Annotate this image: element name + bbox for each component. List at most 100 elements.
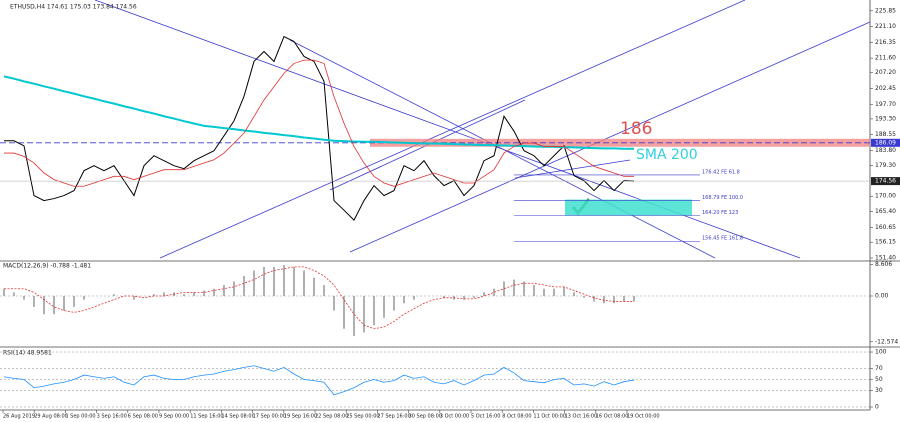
annotation: 186 — [620, 119, 652, 139]
macd-bar — [83, 295, 85, 300]
series-line — [4, 35, 635, 221]
panel-title: RSI(14) 48.9581 — [3, 350, 52, 357]
y-tick-label: 0 — [875, 403, 879, 410]
y-tick-label: 8.606 — [875, 261, 892, 268]
macd-bar — [263, 266, 265, 296]
resistance-zone — [370, 138, 870, 147]
macd-bar — [283, 265, 285, 296]
fib-label: 176.42 FE 61.8 — [702, 169, 740, 175]
macd-bar — [333, 295, 335, 311]
macd-bar — [513, 279, 515, 296]
series-line — [4, 266, 634, 330]
macd-bar — [493, 288, 495, 296]
macd-bar — [563, 286, 565, 296]
macd-bar — [483, 292, 485, 296]
time-label: 16 Oct 08:00 — [596, 414, 629, 420]
target-zone — [565, 199, 692, 216]
time-label: 19 Sep 16:00 — [284, 414, 317, 420]
macd-bar — [393, 295, 395, 311]
time-label: 14 Sep 08:00 — [221, 414, 254, 420]
macd-bar — [163, 292, 165, 296]
time-label: 30 Sep 08:00 — [409, 414, 442, 420]
y-tick-label: 225.85 — [875, 7, 896, 14]
y-tick-label: 216.35 — [875, 39, 896, 46]
macd-bar — [293, 266, 295, 296]
time-label: 17 Sep 00:00 — [253, 414, 286, 420]
y-tick-label: 183.80 — [875, 147, 896, 154]
time-label: 1 Sep 00:00 — [65, 414, 95, 420]
panel-title: MACD(12,26,9) -0.788 -1.481 — [3, 263, 91, 270]
macd-bar — [303, 270, 305, 296]
macd-bar — [273, 266, 275, 296]
y-tick-label: 202.45 — [875, 85, 896, 92]
time-label: 29 Aug 08:00 — [34, 414, 68, 420]
macd-bar — [463, 295, 465, 300]
y-tick-label: 156.15 — [875, 239, 896, 246]
macd-bar — [443, 295, 445, 298]
macd-bar — [43, 295, 45, 315]
time-label: 22 Sep 08:00 — [315, 414, 348, 420]
macd-bar — [113, 294, 115, 296]
time-label: 11 Oct 00:00 — [533, 414, 566, 420]
plot-layer: ETHUSD,H4 174.61 175.03 173.84 174.56 225… — [0, 4, 900, 420]
time-label: 26 Aug 2019 — [3, 414, 35, 420]
time-label: 13 Oct 16:00 — [565, 414, 598, 420]
y-tick-label: 221.10 — [875, 23, 896, 30]
macd-bar — [253, 270, 255, 296]
macd-bar — [133, 295, 135, 300]
fib-label: 168.79 FE 100.0 — [702, 195, 743, 201]
y-tick-label: -12.574 — [875, 338, 898, 345]
macd-bar — [473, 295, 475, 298]
macd-bar — [593, 295, 595, 302]
chart-title: ETHUSD,H4 174.61 175.03 173.84 174.56 — [10, 4, 137, 11]
y-tick-label: 165.40 — [875, 208, 896, 215]
time-label: 8 Oct 08:00 — [502, 414, 531, 420]
time-label: 3 Sep 16:00 — [97, 414, 127, 420]
y-tick-label: 100 — [875, 349, 887, 356]
macd-bar — [583, 295, 585, 298]
macd-bar — [13, 292, 15, 296]
series-line — [4, 59, 634, 187]
macd-bar — [53, 295, 55, 315]
macd-bar — [223, 285, 225, 296]
level-label: 186.09 — [875, 139, 896, 146]
series-line — [3, 75, 634, 150]
y-tick-label: 179.30 — [875, 162, 896, 169]
macd-bar — [243, 275, 245, 296]
time-label: 3 Oct 00:00 — [440, 414, 469, 420]
trend-line — [349, 21, 871, 253]
macd-bar — [313, 277, 315, 296]
time-label: 6 Sep 08:00 — [128, 414, 158, 420]
macd-bar — [73, 295, 75, 307]
series-line — [3, 365, 635, 396]
macd-bar — [33, 295, 35, 307]
y-tick-label: 193.30 — [875, 115, 896, 122]
macd-bar — [533, 285, 535, 296]
macd-bar — [363, 295, 365, 333]
macd-bar — [573, 292, 575, 296]
macd-bar — [213, 288, 215, 296]
trend-line — [159, 0, 746, 259]
macd-bar — [203, 290, 205, 296]
trend-line — [289, 39, 716, 259]
y-tick-label: 160.65 — [875, 224, 896, 231]
macd-bar — [403, 295, 405, 304]
macd-bar — [553, 288, 555, 296]
current-price-box — [871, 177, 900, 186]
y-tick-label: 0.00 — [875, 292, 889, 299]
macd-bar — [233, 281, 235, 296]
y-tick-label: 207.20 — [875, 69, 896, 76]
macd-bar — [503, 281, 505, 296]
level-label-box — [871, 138, 900, 147]
macd-bar — [603, 295, 605, 304]
macd-bar — [623, 295, 625, 302]
y-tick-label: 50 — [875, 376, 883, 383]
fib-label: 164.20 FE 123 — [702, 210, 738, 216]
time-label: 11 Sep 16:00 — [190, 414, 223, 420]
macd-bar — [633, 295, 635, 302]
fib-label: 156.45 FE 161.8 — [702, 236, 743, 242]
y-tick-label: 211.60 — [875, 55, 896, 62]
y-tick-label: 170.00 — [875, 193, 896, 200]
